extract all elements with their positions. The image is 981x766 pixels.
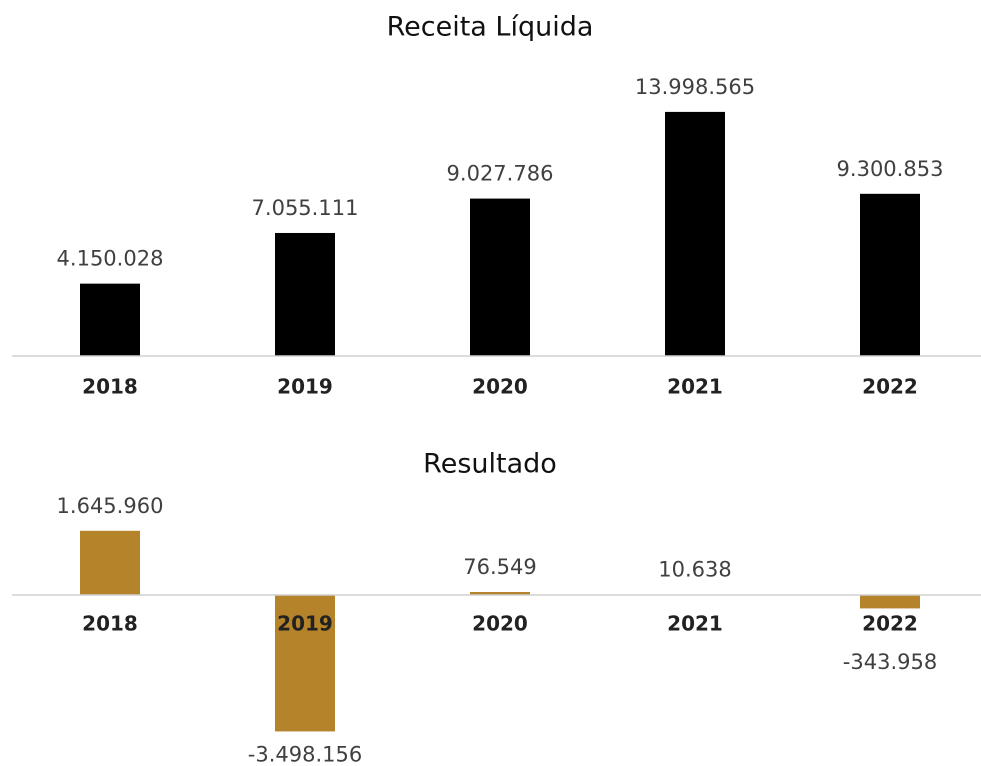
x-tick-label: 2021 bbox=[667, 375, 723, 399]
x-tick-label: 2021 bbox=[667, 612, 723, 636]
x-tick-label: 2020 bbox=[472, 612, 528, 636]
bar bbox=[470, 198, 530, 356]
chart-title: Resultado bbox=[423, 449, 557, 480]
data-label: 13.998.565 bbox=[635, 75, 755, 99]
chart-title: Receita Líquida bbox=[387, 12, 594, 43]
bar bbox=[860, 595, 920, 609]
data-label: 7.055.111 bbox=[252, 196, 359, 220]
bar bbox=[275, 595, 335, 732]
data-label: 76.549 bbox=[463, 555, 536, 579]
x-tick-label: 2022 bbox=[862, 612, 918, 636]
data-label: -3.498.156 bbox=[248, 742, 362, 766]
data-label: 9.027.786 bbox=[447, 162, 554, 186]
x-tick-label: 2019 bbox=[277, 375, 333, 399]
data-label: 1.645.960 bbox=[57, 494, 164, 518]
bar bbox=[80, 530, 140, 595]
data-label: 9.300.853 bbox=[837, 157, 944, 181]
x-tick-label: 2020 bbox=[472, 375, 528, 399]
x-tick-label: 2022 bbox=[862, 375, 918, 399]
x-tick-label: 2019 bbox=[277, 612, 333, 636]
x-tick-label: 2018 bbox=[82, 375, 138, 399]
data-label: 4.150.028 bbox=[57, 247, 164, 271]
bar bbox=[275, 232, 335, 356]
data-label: -343.958 bbox=[843, 650, 937, 674]
bar bbox=[80, 283, 140, 356]
bar bbox=[470, 592, 530, 595]
x-tick-label: 2018 bbox=[82, 612, 138, 636]
data-label: 10.638 bbox=[658, 558, 731, 582]
bar bbox=[665, 111, 725, 356]
bar bbox=[860, 193, 920, 356]
